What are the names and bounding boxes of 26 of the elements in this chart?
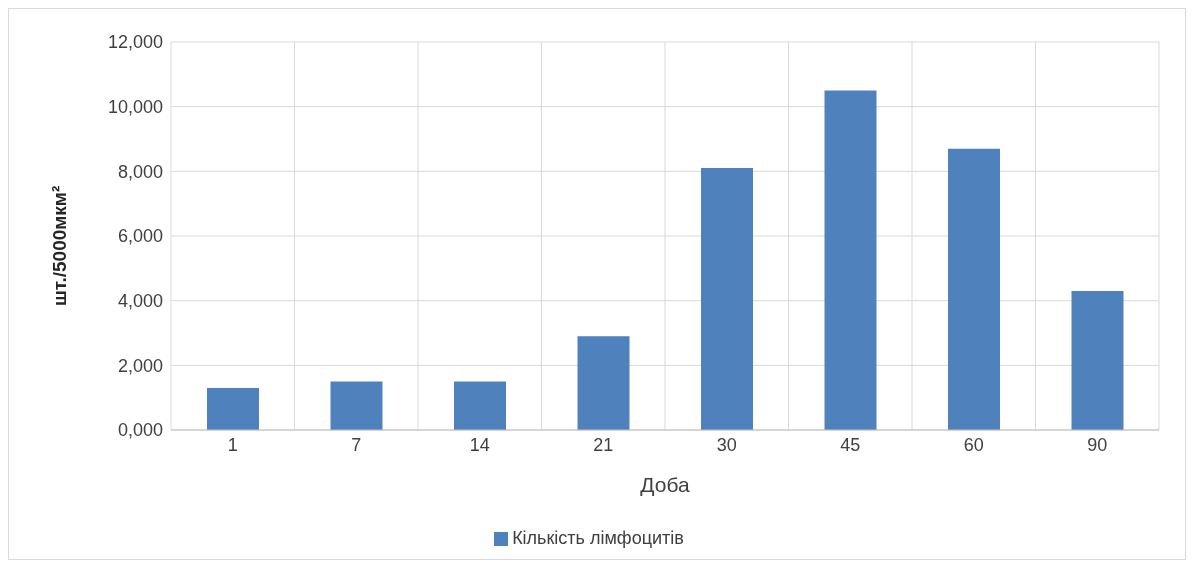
x-tick-label: 7 <box>351 434 362 455</box>
bar <box>1071 290 1124 430</box>
x-tick-label: 45 <box>840 434 861 455</box>
legend-label: Кількість лімфоцитів <box>512 528 684 548</box>
y-tick-label: 10,000 <box>107 97 163 118</box>
bar <box>207 387 259 430</box>
y-tick-label: 2,000 <box>117 355 163 376</box>
bar <box>577 336 630 430</box>
y-tick-label: 0,000 <box>117 420 163 441</box>
x-tick-label: 21 <box>593 434 614 455</box>
bar <box>824 90 877 430</box>
x-axis-title: Доба <box>640 473 690 496</box>
x-tick-label: 60 <box>963 434 984 455</box>
y-axis-title: шт./5000мкм² <box>48 185 70 306</box>
y-tick-label: 6,000 <box>117 226 163 247</box>
bar <box>330 381 383 430</box>
x-tick-label: 30 <box>716 434 737 455</box>
x-tick-label: 90 <box>1087 434 1108 455</box>
bar <box>948 148 1000 430</box>
y-tick-label: 4,000 <box>117 291 163 312</box>
y-tick-label: 12,000 <box>107 32 163 53</box>
bar <box>701 168 753 430</box>
x-tick-label: 14 <box>469 434 490 455</box>
y-tick-label: 8,000 <box>117 161 163 182</box>
bar <box>454 381 506 430</box>
x-tick-label: 1 <box>227 434 238 455</box>
